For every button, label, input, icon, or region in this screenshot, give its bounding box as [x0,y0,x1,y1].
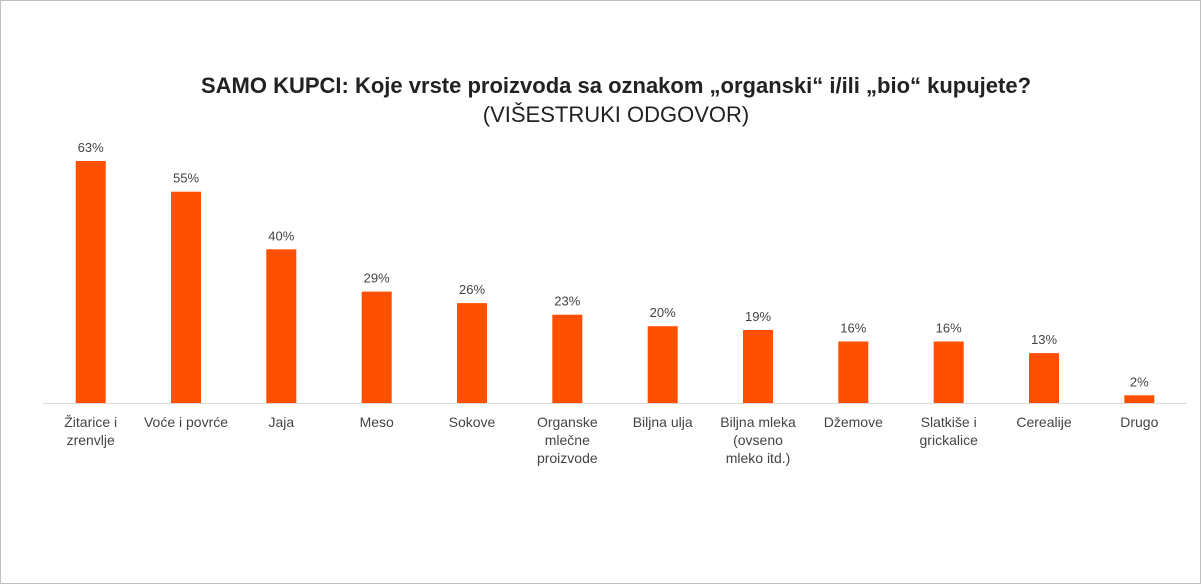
x-tick-label: Cerealije [1016,414,1071,430]
bar [552,314,583,403]
bar [743,330,773,403]
bar [457,303,487,403]
data-label: 19% [745,309,771,324]
x-tick-label: Meso [360,414,394,430]
data-label: 26% [459,282,485,297]
x-tick-label-line: Meso [360,414,394,430]
data-label: 55% [173,171,199,186]
data-label: 23% [554,294,580,309]
x-tick-label-line: Džemove [824,414,883,430]
x-tick-label-line: proizvode [537,450,598,466]
x-tick-label-line: Žitarice i [64,414,117,430]
bar [1124,395,1155,403]
x-tick-label: Slatkiše i grickalice [920,414,979,448]
bar [171,191,201,403]
bar [266,249,297,403]
data-label: 16% [840,321,866,336]
data-label: 20% [650,305,676,320]
x-tick-label: Biljna mleka (ovseno mleko itd.) [720,414,796,466]
x-tick-label-line: mlečne [545,432,590,448]
data-label: 13% [1031,332,1057,347]
x-tick-label: Biljna ulja [633,414,693,430]
x-tick-label: Žitarice i zrenvlje [64,414,117,448]
x-tick-label: Džemove [824,414,883,430]
x-tick-label-line: Cerealije [1016,414,1071,430]
x-tick-label-line: Voće i povrće [144,414,228,430]
x-tick-label-line: zrenvlje [67,432,115,448]
data-label: 40% [268,228,294,243]
x-tick-label-line: Organske [537,414,598,430]
x-tick-label-line: Biljna ulja [633,414,693,430]
x-tick-label-line: mleko itd.) [726,450,791,466]
x-tick-label-line: Biljna mleka [720,414,796,430]
bar [933,341,964,403]
bar [361,291,392,403]
x-tick-label-line: Slatkiše i [921,414,977,430]
x-tick-label-line: (ovseno [733,432,783,448]
bar [75,161,106,403]
data-label: 2% [1130,374,1149,389]
data-label: 63% [78,140,104,155]
bar [1029,353,1059,403]
x-tick-label-line: Drugo [1120,414,1158,430]
bar [838,341,869,403]
x-tick-label: Sokove [449,414,496,430]
x-tick-label-line: Jaja [268,414,294,430]
x-tick-label-line: Sokove [449,414,496,430]
data-label: 29% [364,271,390,286]
data-label: 16% [936,321,962,336]
chart-subtitle: (VIŠESTRUKI ODGOVOR) [482,102,750,127]
bar [647,326,678,403]
chart-title: SAMO KUPCI: Koje vrste proizvoda sa ozna… [200,73,1032,98]
x-tick-label: Organske mlečne proizvode [537,414,598,466]
x-tick-label: Drugo [1120,414,1158,430]
x-tick-label: Jaja [268,414,294,430]
x-tick-label-line: grickalice [920,432,979,448]
x-tick-label: Voće i povrće [144,414,228,430]
